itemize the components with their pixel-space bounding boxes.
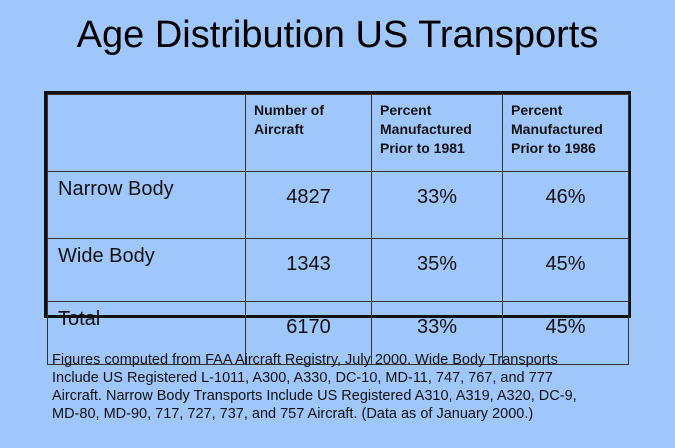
footnote-line: Figures computed from FAA Aircraft Regis… (52, 352, 558, 368)
table-row: Wide Body 1343 35% 45% (47, 238, 629, 302)
cell-count: 4827 (245, 171, 372, 239)
cell-count: 6170 (245, 301, 372, 365)
footnote-line: Aircraft. Narrow Body Transports Include… (52, 388, 577, 404)
table-header-row: Number of Aircraft Percent Manufactured … (47, 94, 629, 172)
cell-count: 1343 (245, 238, 372, 302)
cell-pct-1986: 46% (502, 171, 629, 239)
table-row: Narrow Body 4827 33% 46% (47, 171, 629, 239)
header-cell-empty (47, 94, 246, 172)
row-label: Total (47, 301, 246, 365)
page-title: Age Distribution US Transports (76, 14, 599, 56)
footnote-line: Include US Registered L-1011, A300, A330… (52, 370, 553, 386)
row-label: Narrow Body (47, 171, 246, 239)
header-percent-prior-1981: Percent Manufactured Prior to 1981 (371, 94, 503, 172)
age-distribution-table: Number of Aircraft Percent Manufactured … (44, 91, 631, 365)
row-label: Wide Body (47, 238, 246, 302)
header-percent-prior-1986: Percent Manufactured Prior to 1986 (502, 94, 629, 172)
cell-pct-1986: 45% (502, 301, 629, 365)
footnote: Figures computed from FAA Aircraft Regis… (52, 351, 652, 423)
footnote-line: MD-80, MD-90, 717, 727, 737, and 757 Air… (52, 406, 534, 422)
table-row: Total 6170 33% 45% (47, 301, 629, 365)
cell-pct-1986: 45% (502, 238, 629, 302)
cell-pct-1981: 33% (371, 171, 503, 239)
header-number-of-aircraft: Number of Aircraft (245, 94, 372, 172)
cell-pct-1981: 35% (371, 238, 503, 302)
